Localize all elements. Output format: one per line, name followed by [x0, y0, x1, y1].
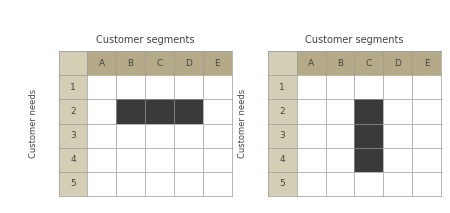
Text: 3: 3 — [70, 131, 76, 140]
Text: E: E — [215, 59, 220, 68]
Text: 4: 4 — [279, 155, 285, 164]
Text: 5: 5 — [70, 179, 76, 188]
Text: 3: 3 — [279, 131, 285, 140]
Text: 5: 5 — [279, 179, 285, 188]
Text: C: C — [157, 59, 163, 68]
Text: A: A — [99, 59, 105, 68]
Text: 2: 2 — [70, 107, 76, 116]
Text: 4: 4 — [70, 155, 76, 164]
Text: Customer needs: Customer needs — [29, 89, 38, 158]
Text: B: B — [337, 59, 343, 68]
Text: A: A — [308, 59, 314, 68]
Text: D: D — [394, 59, 401, 68]
Text: 1: 1 — [70, 83, 76, 92]
Text: 2: 2 — [279, 107, 285, 116]
Text: C: C — [366, 59, 372, 68]
Text: Customer segments: Customer segments — [96, 35, 194, 45]
Text: B: B — [128, 59, 134, 68]
Text: Customer segments: Customer segments — [305, 35, 404, 45]
Text: 1: 1 — [279, 83, 285, 92]
Text: E: E — [424, 59, 429, 68]
Text: Customer needs: Customer needs — [238, 89, 248, 158]
Text: D: D — [185, 59, 192, 68]
